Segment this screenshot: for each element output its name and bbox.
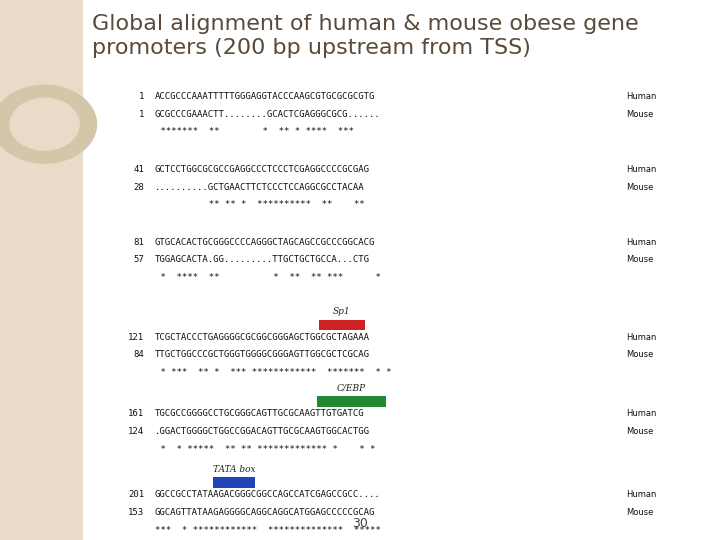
Circle shape	[10, 98, 79, 150]
Text: TATA box: TATA box	[212, 464, 256, 474]
Text: Sp1: Sp1	[333, 307, 351, 316]
Text: Mouse: Mouse	[626, 183, 654, 192]
Text: GGCCGCCTATAAGACGGGCGGCCAGCCATCGAGCCGCC....: GGCCGCCTATAAGACGGGCGGCCAGCCATCGAGCCGCC..…	[155, 490, 381, 500]
Text: C/EBP: C/EBP	[337, 383, 366, 393]
Text: ** ** *  **********  **    **: ** ** * ********** ** **	[155, 200, 364, 210]
Text: 161: 161	[128, 409, 144, 418]
Text: ***  * ************  **************  *****: *** * ************ ************** *****	[155, 526, 381, 535]
Text: GTGCACACTGCGGGCCCCAGGGCTAGCAGCCGCCCGGCACG: GTGCACACTGCGGGCCCCAGGGCTAGCAGCCGCCCGGCAC…	[155, 238, 375, 247]
Text: *******  **        *  ** * ****  ***: ******* ** * ** * **** ***	[155, 127, 354, 137]
Text: 41: 41	[133, 165, 144, 174]
Text: GCTCCTGGCGCGCCGAGGCCCTCCCTCGAGGCCCCGCGAG: GCTCCTGGCGCGCCGAGGCCCTCCCTCGAGGCCCCGCGAG	[155, 165, 370, 174]
Text: .GGACTGGGGCTGGCCGGACAGTTGCGCAAGTGGCACTGG: .GGACTGGGGCTGGCCGGACAGTTGCGCAAGTGGCACTGG	[155, 427, 370, 436]
Text: Human: Human	[626, 409, 657, 418]
Text: *  * *****  ** ** ************* *    * *: * * ***** ** ** ************* * * *	[155, 445, 375, 454]
Text: 124: 124	[128, 427, 144, 436]
Text: 28: 28	[133, 183, 144, 192]
Bar	[319, 320, 366, 330]
Text: Human: Human	[626, 92, 657, 101]
Text: TTGCTGGCCCGCTGGGTGGGGCGGGAGTTGGCGCTCGCAG: TTGCTGGCCCGCTGGGTGGGGCGGGAGTTGGCGCTCGCAG	[155, 350, 370, 360]
Text: Global alignment of human & mouse obese gene
promoters (200 bp upstream from TSS: Global alignment of human & mouse obese …	[92, 14, 639, 57]
Text: * ***  ** *  *** ************  *******  * *: * *** ** * *** ************ ******* * *	[155, 368, 391, 377]
Text: TCGCTACCCTGAGGGGCGCGGCGGGAGCTGGCGCTAGAAA: TCGCTACCCTGAGGGGCGCGGCGGGAGCTGGCGCTAGAAA	[155, 333, 370, 342]
Bar	[318, 396, 386, 407]
Text: TGGAGCACTA.GG.........TTGCTGCTGCCA...CTG: TGGAGCACTA.GG.........TTGCTGCTGCCA...CTG	[155, 255, 370, 265]
Text: 1: 1	[139, 110, 144, 119]
Text: Human: Human	[626, 165, 657, 174]
Text: Mouse: Mouse	[626, 350, 654, 360]
Bar	[213, 477, 255, 488]
Text: 81: 81	[133, 238, 144, 247]
Text: Human: Human	[626, 238, 657, 247]
Text: *  ****  **          *  **  ** ***      *: * **** ** * ** ** *** *	[155, 273, 381, 282]
Circle shape	[0, 85, 96, 163]
Text: Mouse: Mouse	[626, 427, 654, 436]
Text: 84: 84	[133, 350, 144, 360]
Text: GGCAGTTATAAGAGGGGCAGGCAGGCATGGAGCCCCCGCAG: GGCAGTTATAAGAGGGGCAGGCAGGCATGGAGCCCCCGCA…	[155, 508, 375, 517]
Text: ..........GCTGAACTTCTCCCTCCAGGCGCCTACAA: ..........GCTGAACTTCTCCCTCCAGGCGCCTACAA	[155, 183, 364, 192]
Bar	[0, 0, 83, 540]
Text: 30: 30	[352, 517, 368, 530]
Text: 1: 1	[139, 92, 144, 101]
Text: Mouse: Mouse	[626, 110, 654, 119]
Text: Mouse: Mouse	[626, 508, 654, 517]
Text: Human: Human	[626, 490, 657, 500]
Text: 153: 153	[128, 508, 144, 517]
Text: GCGCCCGAAACTT........GCACTCGAGGGCGCG......: GCGCCCGAAACTT........GCACTCGAGGGCGCG....…	[155, 110, 381, 119]
Text: TGCGCCGGGGCCTGCGGGCAGTTGCGCAAGTTGTGATCG: TGCGCCGGGGCCTGCGGGCAGTTGCGCAAGTTGTGATCG	[155, 409, 364, 418]
Text: Mouse: Mouse	[626, 255, 654, 265]
Text: Human: Human	[626, 333, 657, 342]
Text: ACCGCCCAAATTTTTGGGAGGTACCCAAGCGTGCGCGCGTG: ACCGCCCAAATTTTTGGGAGGTACCCAAGCGTGCGCGCGT…	[155, 92, 375, 101]
Text: 121: 121	[128, 333, 144, 342]
Text: 201: 201	[128, 490, 144, 500]
Text: 57: 57	[133, 255, 144, 265]
